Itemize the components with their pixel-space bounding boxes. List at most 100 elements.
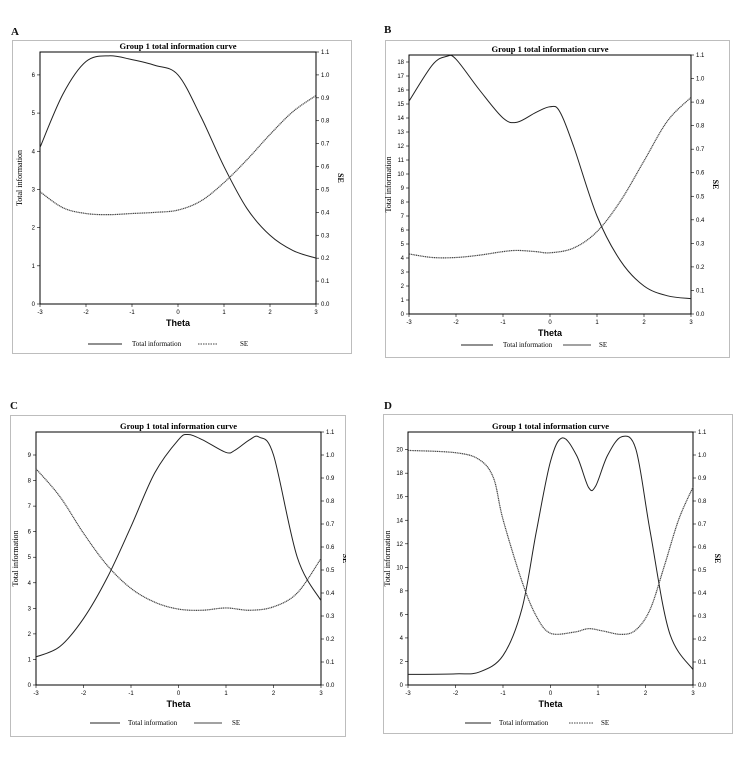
y-tick-label: 5 (401, 242, 405, 248)
x-axis-title: Theta (538, 699, 563, 709)
y-tick-label: 4 (32, 149, 36, 155)
y-axis-title: Total information (15, 150, 24, 206)
y-tick-label: 9 (401, 186, 405, 192)
y-tick-label: 18 (396, 471, 403, 477)
chart-frame (383, 414, 733, 734)
y2-tick-label: 0.4 (696, 218, 705, 224)
se-line (407, 449, 694, 636)
x-tick-label: -2 (83, 310, 89, 316)
y2-tick-label: 0.8 (698, 499, 707, 505)
chart-panel-b: Group 1 total information curve-3 -2 -1 0 1 2… (385, 40, 730, 358)
x-tick-label: 0 (548, 320, 552, 326)
y-tick-label: 17 (397, 74, 404, 80)
y2-tick-label: 0.3 (696, 241, 705, 247)
y-tick-label: 8 (28, 479, 32, 485)
y-tick-label: 0 (401, 312, 405, 318)
y-tick-label: 6 (28, 530, 32, 536)
y-tick-label: 10 (397, 172, 404, 178)
total-information-line (407, 435, 694, 675)
y2-tick-label: 0.8 (326, 499, 335, 505)
y-tick-label: 4 (28, 581, 32, 587)
y-tick-label: 0 (28, 683, 32, 689)
panel-letter-d: D (384, 400, 392, 412)
chart-frame (10, 415, 346, 737)
y-tick-label: 0 (400, 683, 404, 689)
y-tick-label: 11 (398, 158, 405, 164)
y-tick-label: 14 (397, 116, 404, 122)
chart-panel-a: Group 1 total information curve -3 -2 -1 0 1 2… (12, 40, 352, 354)
y2-tick-label: 0.8 (696, 124, 705, 130)
y2-tick-label: 0.8 (321, 119, 330, 125)
x-tick-label: -2 (81, 691, 87, 697)
y2-tick-label: 0.5 (696, 194, 705, 200)
y-axis-title: Total information (383, 530, 392, 586)
y2-tick-label: 0.9 (326, 476, 335, 482)
chart-title: Group 1 total information curve (120, 41, 237, 51)
legend-total-information-label: Total information (499, 719, 549, 727)
y2-tick-label: 1.0 (321, 73, 330, 79)
x-tick-label: -1 (129, 310, 135, 316)
x-tick-label: 2 (268, 310, 272, 316)
y2-tick-label: 0.3 (326, 614, 335, 620)
y-tick-label: 3 (32, 187, 36, 193)
y2-tick-label: 0.9 (696, 100, 705, 106)
y-tick-label: 4 (401, 256, 405, 262)
x-tick-label: 0 (177, 691, 181, 697)
legend-se-label: SE (599, 341, 607, 349)
x-tick-label: 3 (314, 310, 318, 316)
legend-se-label: SE (601, 719, 609, 727)
y2-tick-label: 0.6 (326, 545, 335, 551)
y2-tick-label: 0.4 (321, 210, 330, 216)
total-information-line (35, 433, 322, 658)
panel-letter-b: B (384, 24, 392, 36)
y-tick-label: 14 (396, 518, 403, 524)
y-tick-label: 5 (32, 111, 36, 117)
y2-tick-label: 0.0 (696, 312, 705, 318)
chart-title: Group 1 total information curve (492, 44, 609, 54)
x-tick-label: 1 (596, 691, 600, 697)
x-tick-label: 3 (689, 320, 693, 326)
y2-tick-label: 0.9 (698, 476, 707, 482)
y-tick-label: 16 (396, 495, 403, 501)
x-tick-label: 3 (319, 691, 323, 697)
y-tick-label: 1 (401, 298, 405, 304)
y-tick-label: 6 (400, 612, 404, 618)
x-tick-label: -2 (453, 691, 459, 697)
se-line (408, 96, 692, 259)
y-tick-label: 8 (400, 589, 404, 595)
y2-tick-label: 0.1 (696, 288, 705, 294)
x-axis-title: Theta (166, 318, 191, 328)
x-tick-label: 2 (644, 691, 648, 697)
x-tick-label: -3 (406, 320, 412, 326)
y2-tick-label: 0.7 (321, 142, 330, 148)
y2-tick-label: 0.2 (696, 265, 705, 271)
panel-letter-a: A (11, 26, 19, 38)
x-tick-label: -1 (500, 691, 506, 697)
legend-total-information-label: Total information (132, 340, 182, 348)
y2-tick-label: 0.3 (698, 614, 707, 620)
y-tick-label: 7 (401, 214, 405, 220)
y2-tick-label: 0.3 (321, 233, 330, 239)
y-tick-label: 2 (28, 632, 32, 638)
y-tick-label: 15 (397, 102, 404, 108)
y2-axis-title: SE (341, 554, 346, 564)
x-tick-label: 2 (272, 691, 276, 697)
x-tick-label: 1 (595, 320, 599, 326)
y-tick-label: 6 (401, 228, 405, 234)
y2-tick-label: 0.1 (698, 660, 707, 666)
panel-letter-c: C (10, 400, 18, 412)
y-tick-label: 6 (32, 73, 36, 79)
y-tick-label: 8 (401, 200, 405, 206)
y-tick-label: 16 (397, 88, 404, 94)
x-axis-title: Theta (538, 328, 563, 338)
y-tick-label: 5 (28, 555, 32, 561)
y-tick-label: 7 (28, 504, 32, 510)
chart-title: Group 1 total information curve (120, 421, 237, 431)
x-tick-label: 0 (549, 691, 553, 697)
x-tick-label: 0 (176, 310, 180, 316)
x-tick-label: -2 (453, 320, 459, 326)
y2-tick-label: 0.4 (698, 591, 707, 597)
chart-title: Group 1 total information curve (492, 421, 609, 431)
chart-panel-c: Group 1 total information curve -3 -2 -1 0 1 2… (10, 415, 346, 737)
y-tick-label: 0 (32, 302, 36, 308)
